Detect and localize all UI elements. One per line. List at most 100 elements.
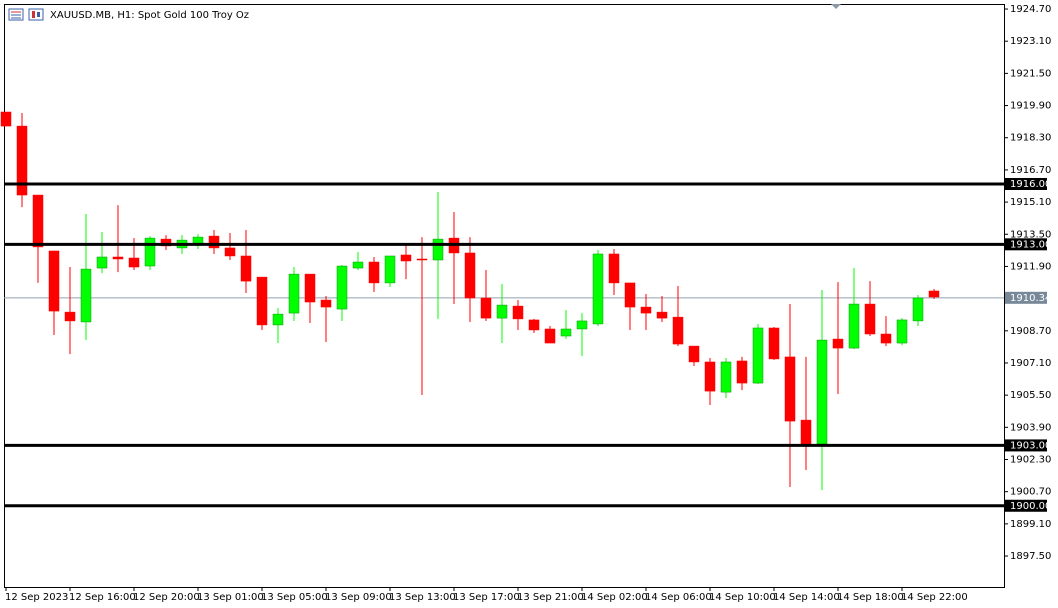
y-tick-label: 1911.90 <box>1010 261 1051 272</box>
current-price-label: 1910.34 <box>1010 293 1051 304</box>
x-tick-label: 12 Sep 20:00 <box>133 592 200 603</box>
candle-body <box>240 255 252 282</box>
candle-body <box>656 311 668 319</box>
y-tick-label: 1913.50 <box>1010 229 1051 240</box>
current-price-box <box>1005 291 1047 304</box>
y-tick-label: 1921.50 <box>1010 68 1051 79</box>
candle-body <box>32 194 44 248</box>
candle-body <box>784 356 796 422</box>
y-tick-label: 1905.50 <box>1010 390 1051 401</box>
y-tick-label: 1924.70 <box>1010 4 1051 15</box>
y-tick-label: 1907.10 <box>1010 358 1051 369</box>
x-tick-label: 14 Sep 14:00 <box>773 592 840 603</box>
x-tick-label: 14 Sep 02:00 <box>581 592 648 603</box>
candle-body <box>544 328 556 344</box>
candle-body <box>720 361 732 393</box>
candle-body <box>112 256 124 260</box>
candle-body <box>576 320 588 330</box>
candle-body <box>288 273 300 314</box>
candle-body <box>96 256 108 269</box>
y-tick-label: 1908.70 <box>1010 326 1051 337</box>
candle-body <box>400 254 412 262</box>
candle-body <box>592 253 604 325</box>
candle-body <box>672 316 684 345</box>
candle-body <box>352 261 364 269</box>
x-tick-label: 13 Sep 09:00 <box>325 592 392 603</box>
x-tick-label: 14 Sep 22:00 <box>901 592 968 603</box>
candle-body <box>880 333 892 344</box>
candle-body <box>496 304 508 319</box>
x-tick-label: 12 Sep 16:00 <box>69 592 136 603</box>
level-box <box>1005 439 1047 452</box>
x-tick-label: 14 Sep 10:00 <box>709 592 776 603</box>
candle-body <box>304 273 316 303</box>
candle-body <box>832 338 844 349</box>
candle-body <box>848 303 860 349</box>
x-tick-label: 13 Sep 21:00 <box>517 592 584 603</box>
level-label: 1913.00 <box>1010 239 1051 250</box>
candle-body <box>640 306 652 314</box>
candle-body <box>928 290 940 298</box>
candle-body <box>272 313 284 326</box>
level-box <box>1005 177 1047 190</box>
candle-body <box>688 345 700 363</box>
candle-body <box>736 360 748 384</box>
level-label: 1903.00 <box>1010 440 1051 451</box>
candle-body <box>512 305 524 320</box>
candle-body <box>800 419 812 445</box>
candle-body <box>208 235 220 249</box>
level-label: 1900.00 <box>1010 501 1051 512</box>
candle-body <box>528 319 540 331</box>
candle-body <box>144 237 156 267</box>
candle-body <box>816 339 828 445</box>
x-tick-label: 14 Sep 18:00 <box>837 592 904 603</box>
level-label: 1916.00 <box>1010 179 1051 190</box>
candle-body <box>64 311 76 322</box>
candle-body <box>16 125 28 196</box>
y-tick-label: 1900.70 <box>1010 487 1051 498</box>
x-tick-label: 13 Sep 13:00 <box>389 592 456 603</box>
shift-marker <box>831 4 841 9</box>
candle-body <box>336 265 348 310</box>
y-tick-label: 1902.30 <box>1010 455 1051 466</box>
candle-body <box>896 319 908 344</box>
x-tick-label: 13 Sep 17:00 <box>453 592 520 603</box>
chart-icons <box>8 8 44 21</box>
candle-body <box>608 253 620 284</box>
candle-body <box>560 328 572 337</box>
x-tick-label: 12 Sep 2023 <box>5 592 68 603</box>
candle-body <box>48 250 60 312</box>
candle-body <box>320 299 332 308</box>
y-tick-label: 1899.10 <box>1010 519 1051 530</box>
chart-title: XAUUSD.MB, H1: Spot Gold 100 Troy Oz <box>50 10 249 21</box>
candle-body <box>160 238 172 247</box>
candle-body <box>80 268 92 323</box>
level-box <box>1005 238 1047 251</box>
y-tick-label: 1918.30 <box>1010 133 1051 144</box>
candle-body <box>416 258 428 261</box>
candle-body <box>480 297 492 319</box>
candle-body <box>752 327 764 384</box>
candle-body <box>384 255 396 284</box>
y-tick-label: 1915.10 <box>1010 197 1051 208</box>
x-tick-label: 14 Sep 06:00 <box>645 592 712 603</box>
y-tick-label: 1916.70 <box>1010 165 1051 176</box>
candle-body <box>368 261 380 284</box>
candle-body <box>912 297 924 322</box>
candle-body <box>0 111 12 127</box>
x-tick-label: 13 Sep 05:00 <box>261 592 328 603</box>
candle-body <box>704 361 716 392</box>
candle-body <box>432 238 444 261</box>
candle-body <box>464 252 476 299</box>
x-tick-label: 13 Sep 01:00 <box>197 592 264 603</box>
candle-body <box>624 282 636 308</box>
y-tick-label: 1903.90 <box>1010 422 1051 433</box>
y-tick-label: 1897.50 <box>1010 551 1051 562</box>
level-box <box>1005 499 1047 512</box>
candle-body <box>128 257 140 268</box>
candle-body <box>864 303 876 335</box>
candle-body <box>768 327 780 360</box>
candle-body <box>224 247 236 257</box>
candle-body <box>256 276 268 326</box>
